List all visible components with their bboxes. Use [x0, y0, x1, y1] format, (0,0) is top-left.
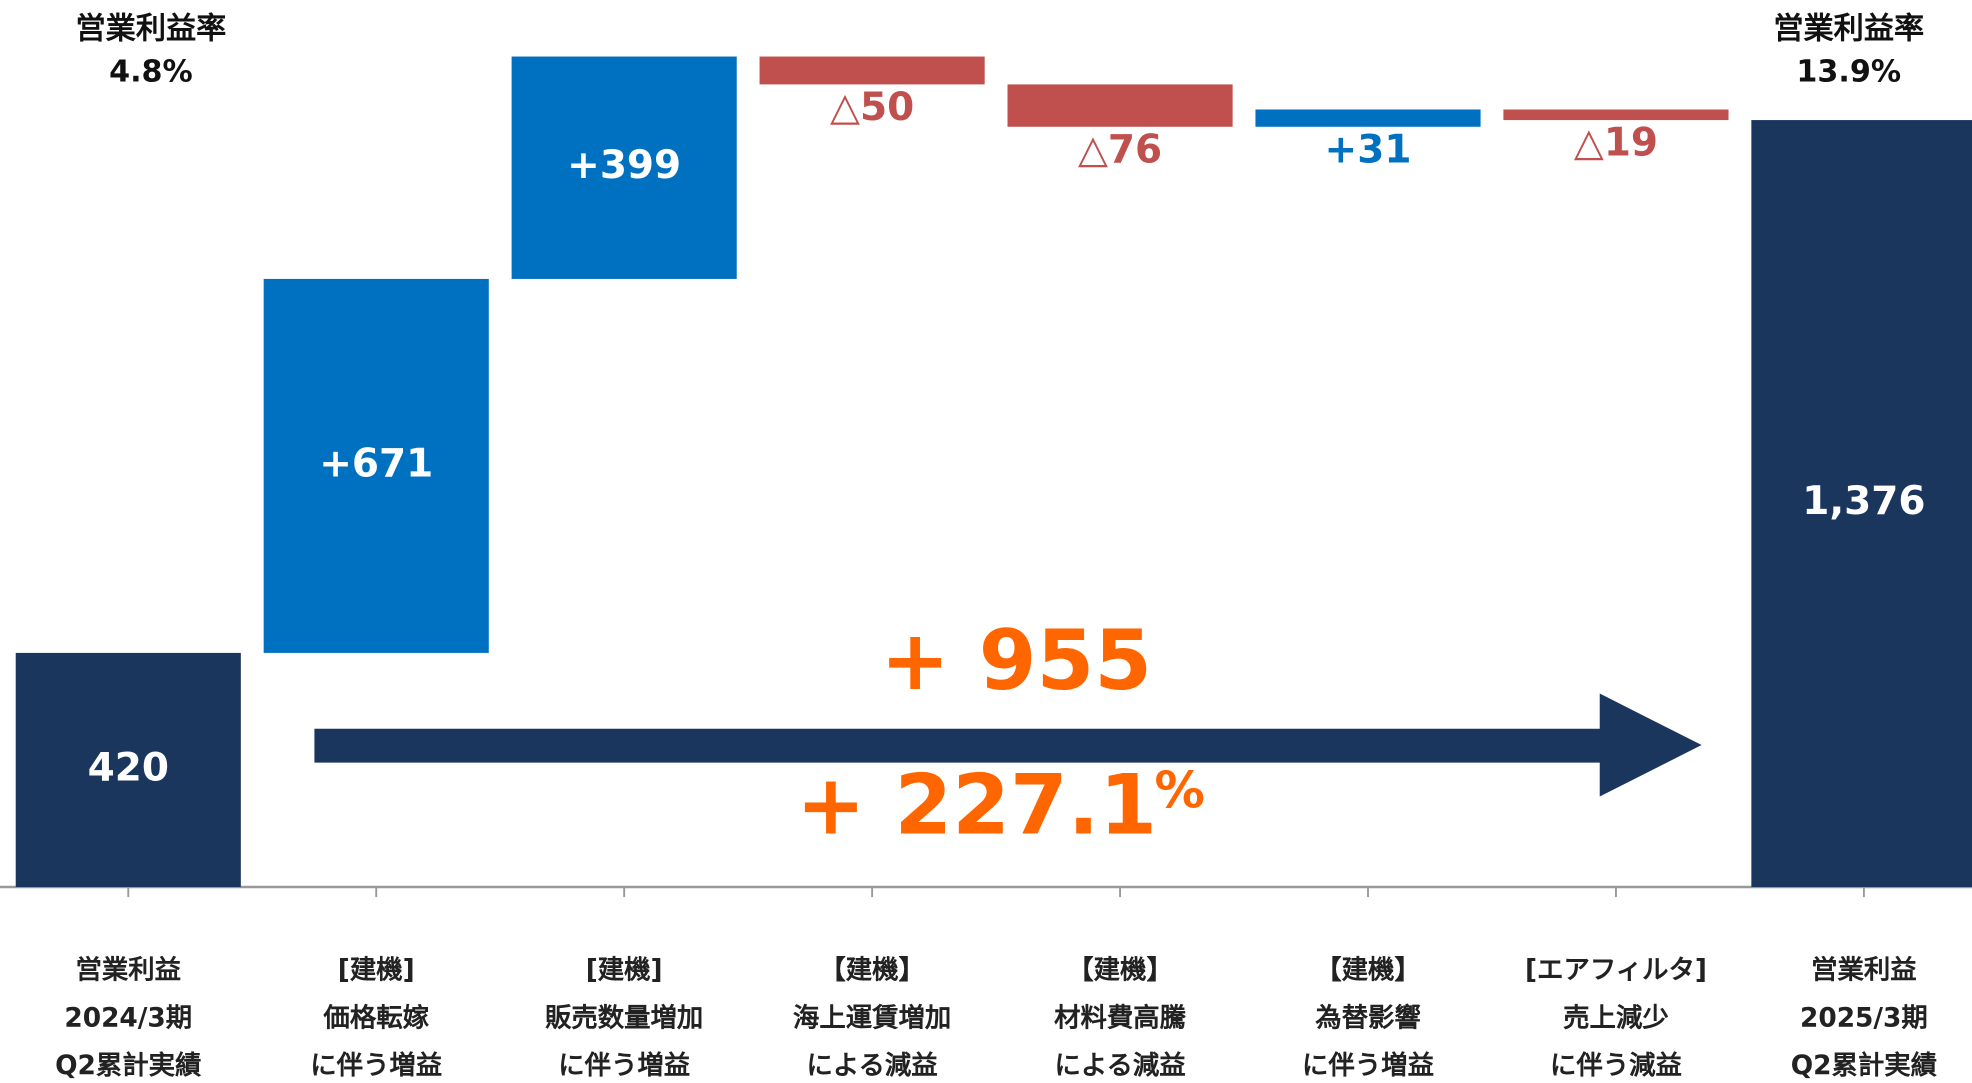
- change-rate-label: + 227.1: [796, 756, 1157, 853]
- x-tick-label: 【建機】: [1315, 956, 1421, 986]
- arrow: [314, 693, 1702, 797]
- margin-value: 4.8%: [109, 54, 193, 89]
- value-label: +31: [1325, 127, 1412, 172]
- bar: [759, 56, 985, 85]
- x-tick-label: に伴う減益: [1550, 1051, 1682, 1081]
- value-label: +671: [319, 441, 433, 486]
- x-tick-label: による減益: [1054, 1051, 1185, 1081]
- value-label: △76: [1078, 127, 1162, 172]
- bar: [1503, 109, 1729, 121]
- x-tick-label: [建機]: [338, 956, 415, 986]
- margin-value: 13.9%: [1796, 54, 1901, 89]
- x-tick-label: に伴う増益: [310, 1050, 442, 1081]
- x-tick-label: 【建機】: [1067, 956, 1173, 986]
- x-tick-label: 【建機】: [819, 956, 925, 986]
- value-label: △50: [830, 85, 914, 130]
- x-tick-label: 営業利益: [1811, 955, 1917, 986]
- margin-label: 営業利益率: [75, 12, 226, 47]
- x-tick-label: による減益: [807, 1051, 938, 1081]
- value-label: +399: [567, 143, 681, 188]
- x-tick-label: [建機]: [586, 956, 663, 986]
- margin-label: 営業利益率: [1773, 12, 1924, 47]
- x-tick-label: 販売数量増加: [545, 1002, 703, 1033]
- value-label: 420: [88, 745, 169, 790]
- bar: [1007, 84, 1233, 127]
- x-tick-label: 価格転嫁: [322, 1002, 429, 1033]
- x-tick-label: に伴う増益: [558, 1050, 690, 1081]
- x-tick-label: 2025/3期: [1800, 1003, 1928, 1033]
- bar: [1255, 109, 1481, 127]
- bar: [263, 278, 489, 653]
- change-rate-unit: %: [1155, 761, 1205, 820]
- x-tick-label: 2024/3期: [64, 1003, 192, 1033]
- x-tick-label: Q2累計実績: [55, 1050, 202, 1081]
- x-tick-label: に伴う増益: [1302, 1050, 1434, 1081]
- x-tick-label: 売上減少: [1563, 1003, 1669, 1033]
- bar: [1751, 120, 1972, 888]
- x-tick-label: Q2累計実績: [1791, 1050, 1938, 1081]
- x-tick-label: [エアフィルタ]: [1525, 956, 1707, 986]
- x-tick-label: 材料費高騰: [1054, 1002, 1187, 1033]
- value-label: △19: [1574, 121, 1658, 166]
- x-tick-label: 営業利益: [75, 955, 181, 986]
- bar: [15, 652, 241, 888]
- x-tick-label: 海上運賃増加: [793, 1002, 951, 1033]
- value-label: 1,376: [1802, 479, 1925, 524]
- x-tick-label: 為替影響: [1315, 1002, 1421, 1033]
- bar: [511, 56, 737, 279]
- change-label: + 955: [880, 612, 1152, 709]
